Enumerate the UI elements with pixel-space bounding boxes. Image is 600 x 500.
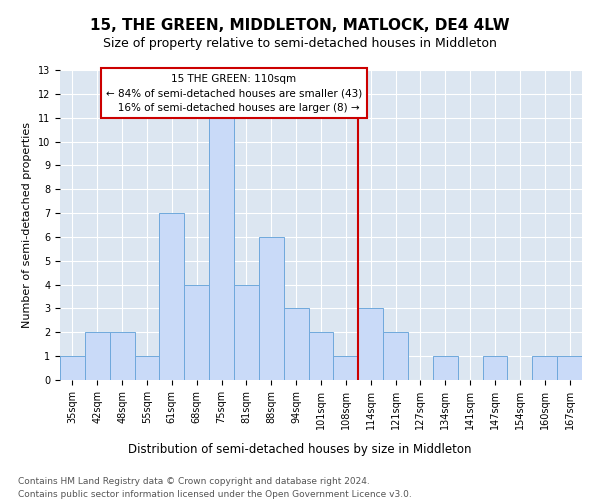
Bar	[334, 356, 358, 380]
Bar	[433, 356, 458, 380]
Bar	[184, 284, 209, 380]
Text: Size of property relative to semi-detached houses in Middleton: Size of property relative to semi-detach…	[103, 38, 497, 51]
Bar	[85, 332, 110, 380]
Text: Distribution of semi-detached houses by size in Middleton: Distribution of semi-detached houses by …	[128, 442, 472, 456]
Bar	[284, 308, 308, 380]
Bar	[358, 308, 383, 380]
Bar	[134, 356, 160, 380]
Bar	[557, 356, 582, 380]
Text: Contains HM Land Registry data © Crown copyright and database right 2024.: Contains HM Land Registry data © Crown c…	[18, 478, 370, 486]
Bar	[532, 356, 557, 380]
Bar	[308, 332, 334, 380]
Text: 15 THE GREEN: 110sqm
← 84% of semi-detached houses are smaller (43)
   16% of se: 15 THE GREEN: 110sqm ← 84% of semi-detac…	[106, 74, 362, 113]
Bar	[60, 356, 85, 380]
Bar	[160, 213, 184, 380]
Bar	[110, 332, 134, 380]
Bar	[209, 118, 234, 380]
Bar	[259, 237, 284, 380]
Bar	[234, 284, 259, 380]
Text: Contains public sector information licensed under the Open Government Licence v3: Contains public sector information licen…	[18, 490, 412, 499]
Bar	[383, 332, 408, 380]
Text: 15, THE GREEN, MIDDLETON, MATLOCK, DE4 4LW: 15, THE GREEN, MIDDLETON, MATLOCK, DE4 4…	[90, 18, 510, 32]
Y-axis label: Number of semi-detached properties: Number of semi-detached properties	[22, 122, 32, 328]
Bar	[482, 356, 508, 380]
